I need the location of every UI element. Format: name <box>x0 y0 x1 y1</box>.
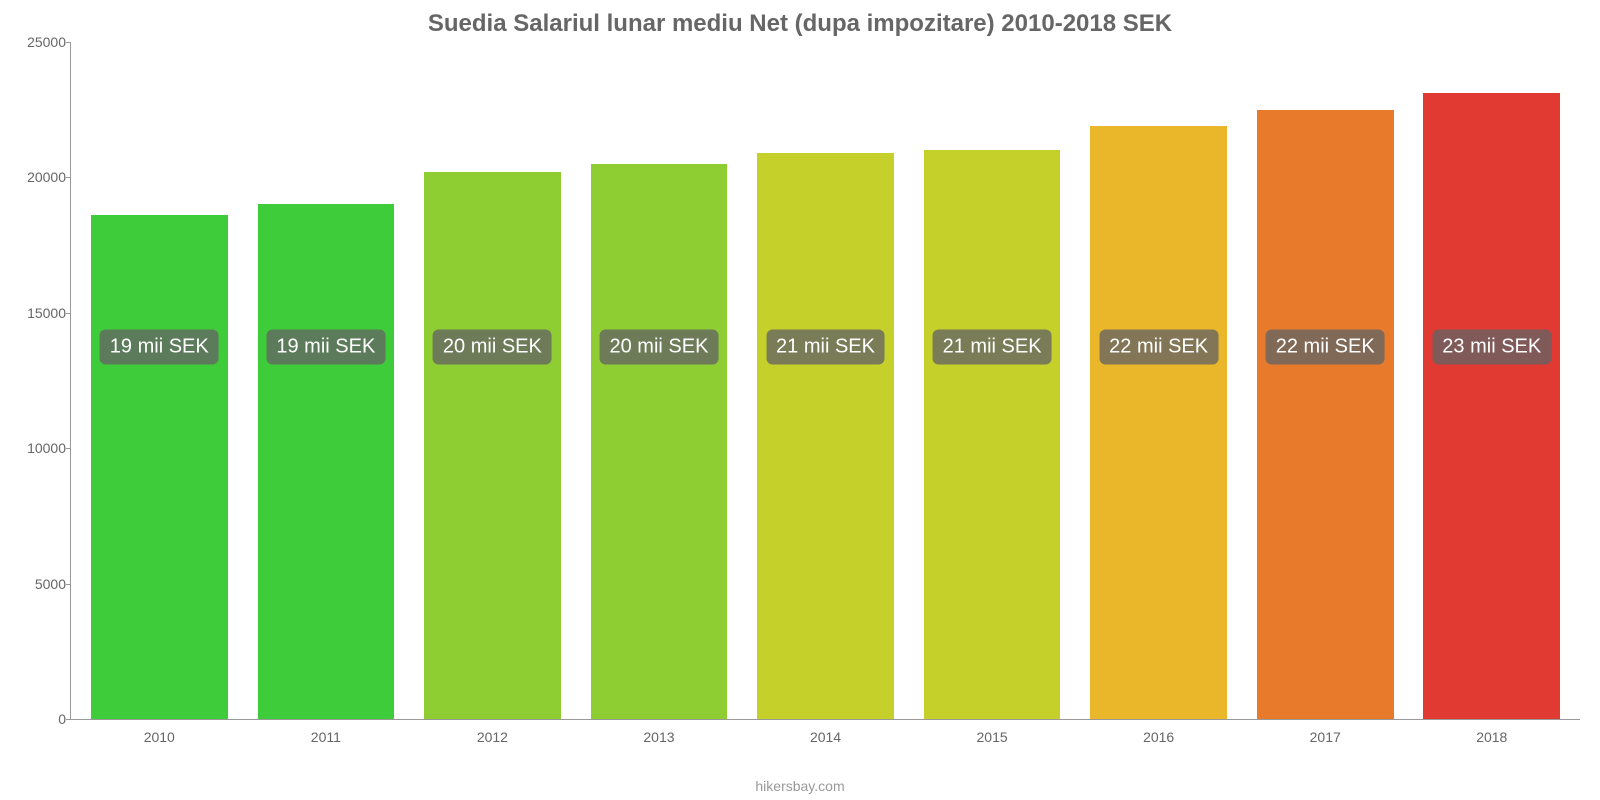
bar-value-label: 19 mii SEK <box>266 329 385 364</box>
bar-column: 21 mii SEK2015 <box>909 42 1076 719</box>
bar-column: 22 mii SEK2017 <box>1242 42 1409 719</box>
bar: 20 mii SEK <box>591 164 728 719</box>
x-tick-label: 2011 <box>311 729 341 745</box>
x-tick-label: 2018 <box>1476 729 1507 745</box>
bar: 19 mii SEK <box>258 204 395 719</box>
bar-value-label: 23 mii SEK <box>1432 329 1551 364</box>
bar-column: 19 mii SEK2010 <box>76 42 243 719</box>
x-tick-label: 2010 <box>144 729 175 745</box>
bar-column: 21 mii SEK2014 <box>742 42 909 719</box>
bar: 21 mii SEK <box>924 150 1061 719</box>
y-tick-mark <box>66 719 71 720</box>
plot-area: 0500010000150002000025000 19 mii SEK2010… <box>70 42 1580 720</box>
y-tick-label: 5000 <box>16 576 66 592</box>
attribution: hikersbay.com <box>755 778 844 794</box>
bar: 19 mii SEK <box>91 215 228 719</box>
bar: 22 mii SEK <box>1257 110 1394 719</box>
chart-area: 0500010000150002000025000 19 mii SEK2010… <box>70 42 1580 750</box>
bar: 23 mii SEK <box>1423 93 1560 719</box>
x-tick-label: 2012 <box>477 729 508 745</box>
bar-value-label: 22 mii SEK <box>1266 329 1385 364</box>
bar-value-label: 21 mii SEK <box>933 329 1052 364</box>
x-tick-label: 2015 <box>977 729 1008 745</box>
bar-column: 20 mii SEK2012 <box>409 42 576 719</box>
bars-container: 19 mii SEK201019 mii SEK201120 mii SEK20… <box>71 42 1580 719</box>
bar-column: 20 mii SEK2013 <box>576 42 743 719</box>
y-tick-label: 25000 <box>16 34 66 50</box>
y-tick-label: 0 <box>16 711 66 727</box>
bar-value-label: 20 mii SEK <box>433 329 552 364</box>
bar-value-label: 22 mii SEK <box>1099 329 1218 364</box>
bar-column: 22 mii SEK2016 <box>1075 42 1242 719</box>
chart-title: Suedia Salariul lunar mediu Net (dupa im… <box>0 0 1600 42</box>
x-tick-label: 2014 <box>810 729 841 745</box>
y-tick-label: 15000 <box>16 305 66 321</box>
bar-value-label: 21 mii SEK <box>766 329 885 364</box>
bar-column: 19 mii SEK2011 <box>243 42 410 719</box>
x-tick-label: 2016 <box>1143 729 1174 745</box>
x-tick-label: 2017 <box>1310 729 1341 745</box>
bar-value-label: 19 mii SEK <box>100 329 219 364</box>
y-tick-label: 20000 <box>16 169 66 185</box>
bar: 20 mii SEK <box>424 172 561 719</box>
bar-value-label: 20 mii SEK <box>599 329 718 364</box>
y-tick-label: 10000 <box>16 440 66 456</box>
bar: 21 mii SEK <box>757 153 894 719</box>
bar: 22 mii SEK <box>1090 126 1227 719</box>
bar-column: 23 mii SEK2018 <box>1409 42 1576 719</box>
x-tick-label: 2013 <box>643 729 674 745</box>
